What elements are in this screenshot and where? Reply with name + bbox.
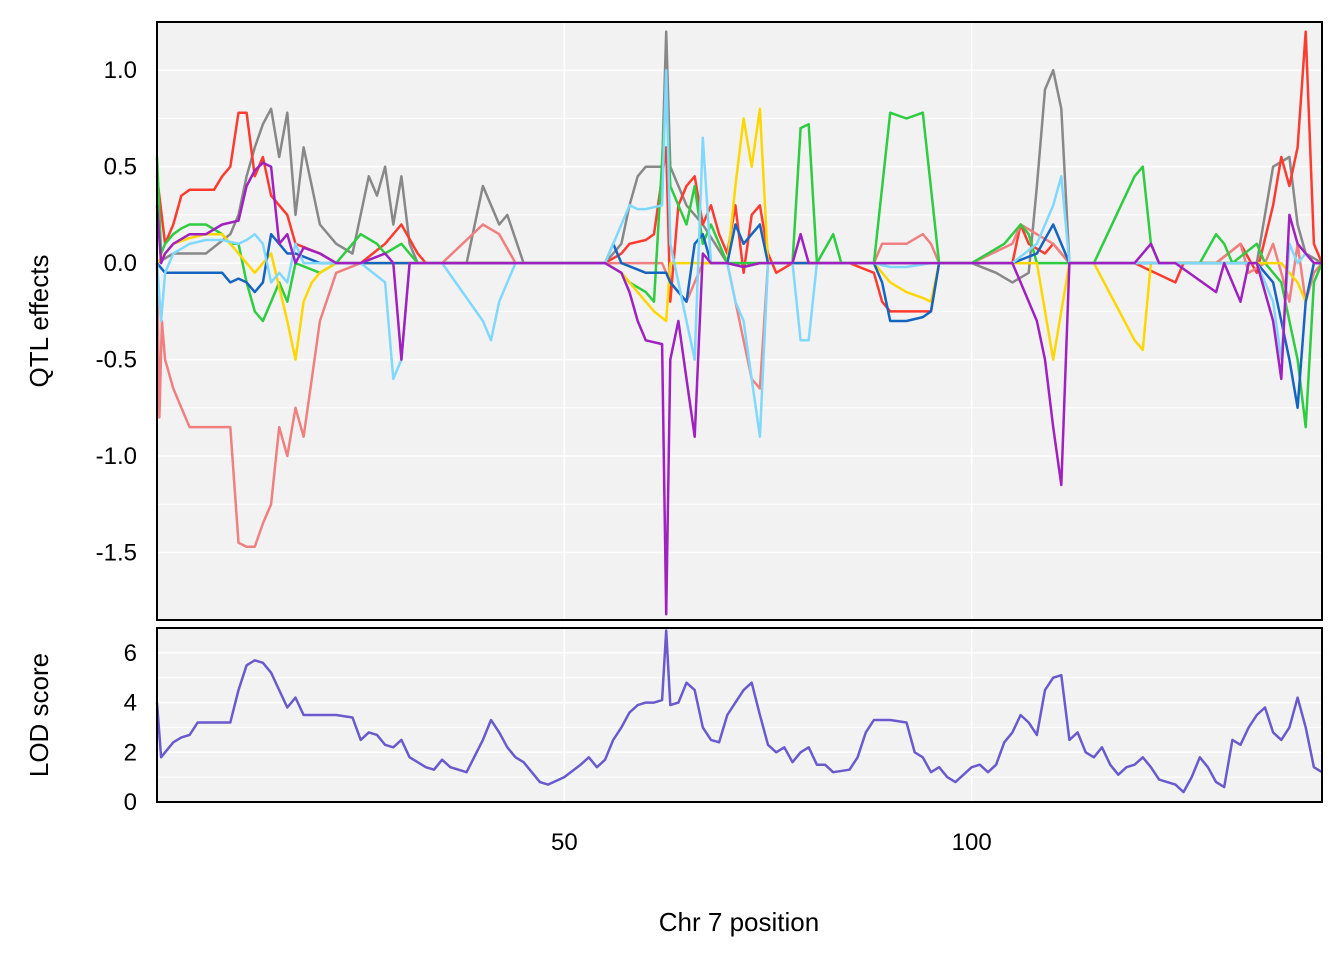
x-tick-label: 100 <box>952 829 992 856</box>
lod-score-series <box>155 629 1323 794</box>
qtl-effects-y-ticks: 1.0 0.5 0.0 -0.5 -1.0 -1.5 <box>96 57 137 566</box>
qtl-effects-series-line <box>156 107 1322 361</box>
qtl-effects-plot-frame <box>156 21 1323 621</box>
qtl-effects-y-tick-label: 0.5 <box>104 154 137 181</box>
qtl-effects-y-tick-label: -0.5 <box>96 347 137 374</box>
lod-score-plot-frame <box>156 627 1323 803</box>
lod-score-y-axis-label: LOD score <box>24 653 54 777</box>
lod-score-panel: 0 2 4 6 50 100 LOD score Chr 7 position <box>24 627 1323 937</box>
x-axis-label: Chr 7 position <box>659 907 819 937</box>
lod-score-plot-background <box>157 628 1322 802</box>
x-axis-ticks: 50 100 <box>551 829 992 856</box>
qtl-effects-y-tick-label: -1.0 <box>96 443 137 470</box>
qtl-effects-y-tick-label: -1.5 <box>96 539 137 566</box>
lod-score-y-ticks: 0 2 4 6 <box>124 640 137 816</box>
lod-score-series-line <box>155 629 1323 794</box>
qtl-effects-series <box>155 30 1324 616</box>
lod-score-y-tick-label: 2 <box>124 739 137 766</box>
qtl-effects-y-tick-label: 1.0 <box>104 57 137 84</box>
x-tick-label: 50 <box>551 829 578 856</box>
lod-score-y-tick-label: 0 <box>124 789 137 816</box>
lod-score-y-tick-label: 6 <box>124 640 137 667</box>
qtl-effects-panel: 1.0 0.5 0.0 -0.5 -1.0 -1.5 QTL effects <box>24 21 1324 621</box>
qtl-effects-series-line <box>155 161 1322 616</box>
qtl-effects-series-line <box>155 68 1322 438</box>
qtl-effects-y-axis-label: QTL effects <box>24 255 54 388</box>
lod-score-y-tick-label: 4 <box>124 690 137 717</box>
qtl-effects-y-tick-label: 0.0 <box>104 250 137 277</box>
